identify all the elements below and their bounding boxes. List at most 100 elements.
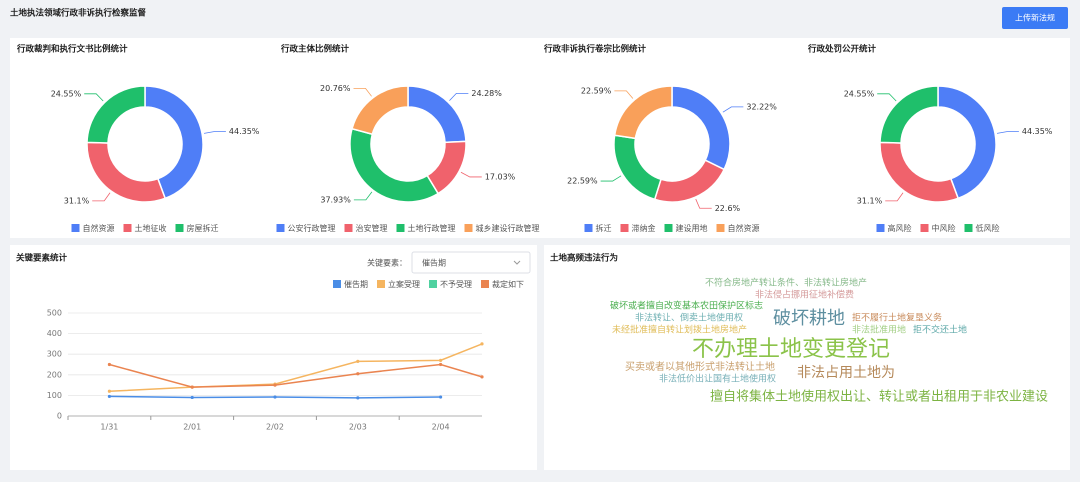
y-tick-label: 400 xyxy=(47,329,62,338)
filter-label: 关键要素： xyxy=(367,258,407,268)
legend-swatch xyxy=(71,224,80,232)
cloud-word: 非法占用土地为 xyxy=(797,365,895,381)
series-point xyxy=(356,372,360,376)
slice-label: 17.03% xyxy=(485,172,516,181)
page-title: 土地执法领域行政非诉执行检察监督 xyxy=(10,8,147,19)
legend-label: 高风险 xyxy=(888,223,912,233)
slice-label: 24.55% xyxy=(844,89,875,98)
x-tick-label: 2/01 xyxy=(183,423,201,432)
label-leader xyxy=(695,198,712,209)
chart-title: 行政处罚公开统计 xyxy=(807,44,877,55)
series-point xyxy=(190,395,194,400)
legend-label: 中风险 xyxy=(932,223,956,233)
legend-label: 拆迁 xyxy=(596,223,612,233)
legend-swatch xyxy=(333,280,341,288)
label-leader xyxy=(449,92,469,101)
upload-button[interactable] xyxy=(1002,7,1068,29)
donut-slice xyxy=(613,85,673,140)
legend-label: 治安管理 xyxy=(356,223,388,233)
donut-slice xyxy=(879,85,939,144)
chart-title: 行政主体比例统计 xyxy=(280,44,350,55)
series-point xyxy=(107,362,111,367)
series-point xyxy=(356,396,360,400)
label-leader xyxy=(885,192,904,202)
slice-label: 22.59% xyxy=(581,86,612,95)
cloud-word: 不办理土地变更登记 xyxy=(692,337,890,362)
series-point xyxy=(480,375,484,379)
x-tick-label: 1/31 xyxy=(100,423,118,432)
series-point xyxy=(107,389,111,393)
slice-label: 31.1% xyxy=(857,196,883,205)
series-point xyxy=(439,362,443,367)
cloud-word: 拒不履行土地复垦义务 xyxy=(852,312,942,324)
legend-swatch xyxy=(123,224,132,232)
legend-swatch xyxy=(876,224,885,232)
legend-swatch xyxy=(344,224,353,232)
pie-panel xyxy=(10,38,1070,238)
legend-swatch xyxy=(396,224,405,232)
cloud-word: 擅自将集体土地使用权出让、转让或者出租用于非农业建设 xyxy=(710,389,1048,405)
chart-title: 行政非诉执行卷宗比例统计 xyxy=(543,44,647,55)
legend-label: 房屋拆迁 xyxy=(187,223,219,233)
slice-label: 22.59% xyxy=(567,177,598,186)
label-leader xyxy=(614,90,634,99)
label-leader xyxy=(92,192,111,202)
filter-select[interactable] xyxy=(411,251,531,274)
legend-label: 建设用地 xyxy=(676,223,708,233)
select-chevron xyxy=(513,260,521,265)
legend-swatch xyxy=(716,224,725,232)
legend-swatch xyxy=(964,224,973,232)
line-panel xyxy=(10,245,537,470)
series-point xyxy=(273,395,277,399)
slice-label: 24.55% xyxy=(51,89,82,98)
cloud-word: 非法转让、倒卖土地使用权 xyxy=(635,312,743,324)
cloud-word: 破坏或者擅自改变基本农田保护区标志 xyxy=(610,300,763,312)
cloud-word: 拒不交还土地 xyxy=(913,324,967,336)
cloud-word: 买卖或者以其他形式非法转让土地 xyxy=(625,360,775,373)
series-line xyxy=(109,343,483,393)
series-point xyxy=(273,383,277,387)
series-point xyxy=(356,359,360,364)
series-point xyxy=(439,395,443,399)
legend-swatch xyxy=(920,224,929,232)
series-point xyxy=(107,394,111,399)
legend-swatch xyxy=(276,224,285,232)
legend-label: 滞纳金 xyxy=(632,223,656,233)
legend-swatch xyxy=(429,280,437,288)
legend-label: 自然资源 xyxy=(728,223,760,233)
donut-slice xyxy=(937,85,997,200)
legend-label: 立案受理 xyxy=(388,279,420,289)
upload-button-label[interactable]: 上传新法规 xyxy=(1015,13,1055,23)
x-tick-label: 2/04 xyxy=(432,423,450,432)
chart-title: 关键要素统计 xyxy=(16,253,68,264)
label-leader xyxy=(353,87,372,97)
series-point xyxy=(439,358,443,362)
x-tick-label: 2/02 xyxy=(266,423,284,432)
label-leader xyxy=(996,131,1019,134)
label-leader xyxy=(722,106,744,113)
y-tick-label: 300 xyxy=(47,350,62,359)
legend-swatch xyxy=(481,280,489,288)
slice-label: 32.22% xyxy=(746,102,777,111)
wordcloud-panel xyxy=(544,245,1070,470)
legend-swatch xyxy=(664,224,673,232)
legend-label: 自然资源 xyxy=(83,223,115,233)
legend-label: 低风险 xyxy=(976,223,1000,233)
label-leader xyxy=(203,131,226,134)
legend-swatch xyxy=(175,224,184,232)
cloud-word: 非法批准用地 xyxy=(852,324,906,336)
y-tick-label: 100 xyxy=(47,391,62,400)
slice-label: 37.93% xyxy=(320,195,351,204)
legend-label: 城乡建设行政管理 xyxy=(476,223,540,233)
label-leader xyxy=(353,191,373,201)
legend-swatch xyxy=(620,224,629,232)
series-line xyxy=(109,363,483,388)
slice-label: 24.28% xyxy=(471,89,502,98)
label-leader xyxy=(877,93,897,102)
label-leader xyxy=(600,175,622,182)
y-tick-label: 200 xyxy=(47,370,62,379)
legend-label: 土地征收 xyxy=(135,223,167,233)
filter-value[interactable]: 催告期 xyxy=(422,258,446,268)
donut-slice xyxy=(351,85,409,136)
